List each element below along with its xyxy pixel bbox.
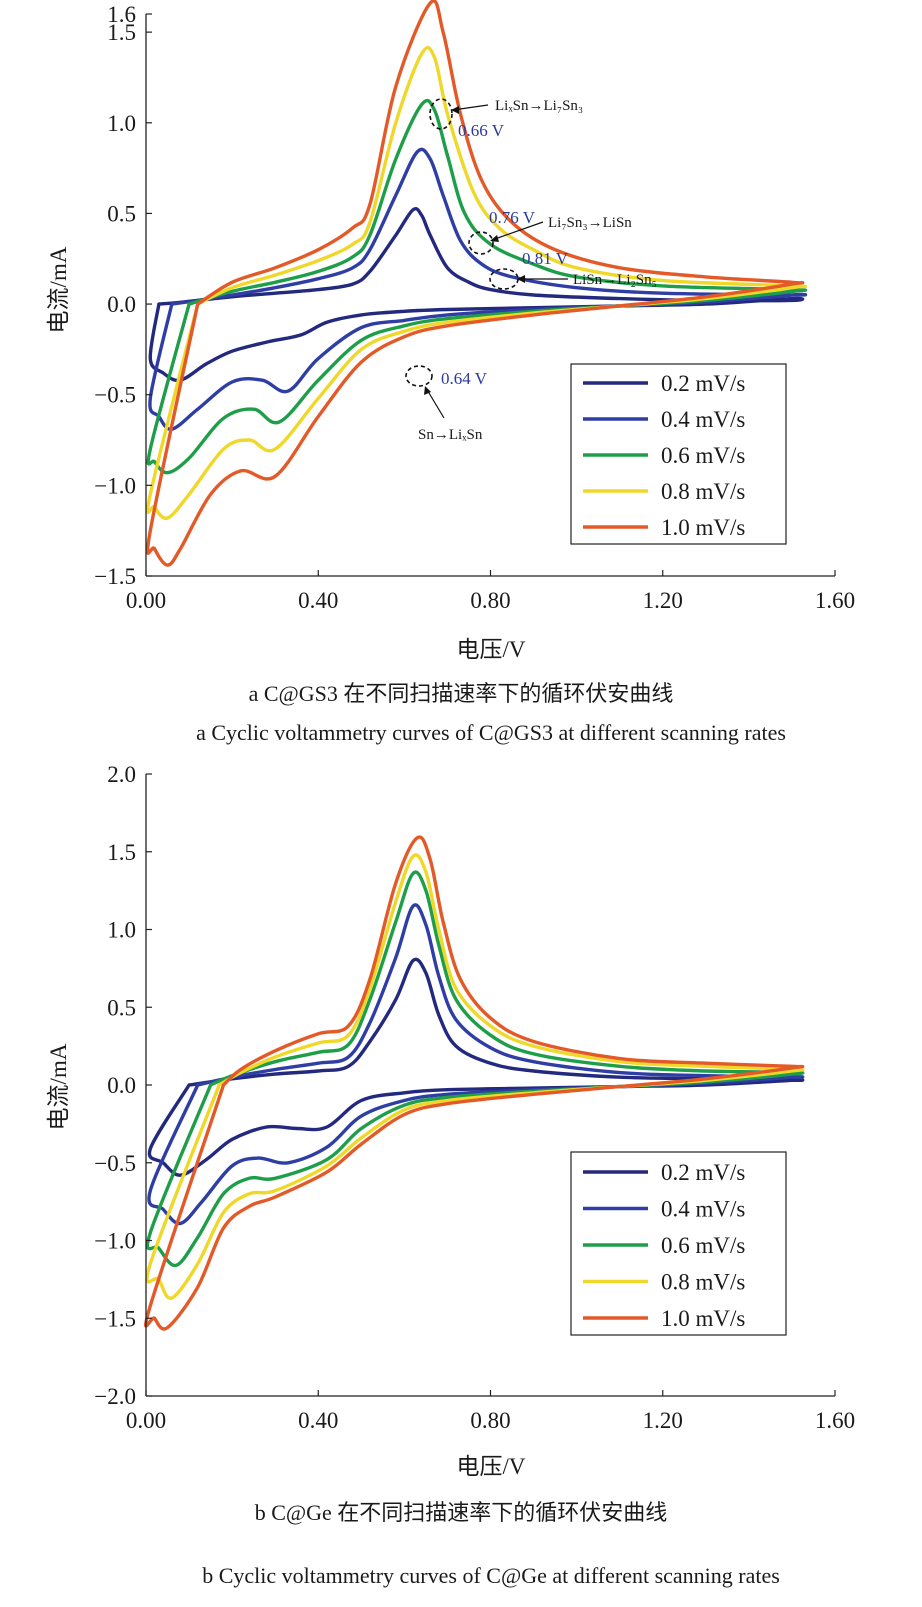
chart-a-y-tick-label: 1.5 <box>107 20 136 45</box>
chart-b-x-tick-label: 1.60 <box>815 1408 855 1433</box>
chart-b-curves <box>143 835 805 1331</box>
annotation-value-0-81: 0.81 V <box>522 249 569 268</box>
chart-b-y-axis-title: 电流/mA <box>46 1043 71 1130</box>
chart-b-y-tick-label: 1.0 <box>107 918 136 943</box>
chart-b-series-0-4-mv-s <box>147 903 805 1226</box>
chart-a-y-tick-label: 1.6 <box>107 2 136 27</box>
chart-b-legend-label: 0.4 mV/s <box>661 1197 745 1222</box>
chart-b-y-tick-label: −1.5 <box>94 1306 136 1331</box>
chart-b-legend: 0.2 mV/s 0.4 mV/s 0.6 mV/s 0.8 mV/s 1.0 mV/s <box>570 1151 787 1336</box>
chart-b-x-axis-title: 电压/V <box>457 1454 526 1479</box>
chart-b-y-tick-label: −0.5 <box>94 1151 136 1176</box>
annotation-label-li7sn3-lisn: Li₇Sn₃→LiSn <box>548 215 632 231</box>
chart-b-legend-label: 0.6 mV/s <box>661 1233 745 1258</box>
chart-b-caption-cn: b C@Ge 在不同扫描速率下的循环伏安曲线 <box>255 1500 668 1525</box>
chart-a-y-axis-title: 电流/mA <box>46 246 71 333</box>
chart-a-y-tick-label: −1.5 <box>94 564 136 589</box>
chart-a-x-tick-label: 0.80 <box>470 588 510 613</box>
chart-a-x-tick-label: 1.60 <box>815 588 855 613</box>
annotation-arrowhead-0-81 <box>517 275 525 283</box>
chart-b-series-0-6-mv-s <box>145 870 805 1268</box>
annotation-arrowhead-0-66 <box>451 106 459 114</box>
chart-b-y-tick-label: 0.0 <box>107 1073 136 1098</box>
chart-b-x-tick-label: 0.40 <box>298 1408 338 1433</box>
chart-a-legend-label: 0.8 mV/s <box>661 479 745 504</box>
annotation-circle-0-76 <box>468 231 494 255</box>
annotation-label-sn-lixsn: Sn→LiₓSn <box>418 427 483 443</box>
chart-a-x-tick-label: 0.00 <box>126 588 166 613</box>
chart-b-y-tick-label: −2.0 <box>94 1384 136 1409</box>
chart-b-y-tick-label: 1.5 <box>107 840 136 865</box>
chart-a-x-tick-label: 1.20 <box>643 588 683 613</box>
chart-b-x-tick-label: 1.20 <box>643 1408 683 1433</box>
chart-a-series-0-4-mv-s <box>148 147 808 431</box>
chart-b: 0.00 0.40 0.80 1.20 1.60 2.0 1.5 1.0 0.5 0.0 −0.5 −… <box>46 762 855 1588</box>
chart-a-y-tick-label: 0.5 <box>107 201 136 226</box>
chart-b-legend-label: 1.0 mV/s <box>661 1306 745 1331</box>
chart-a-curves <box>145 0 808 567</box>
chart-a-x-axis-title: 电压/V <box>457 637 526 662</box>
annotation-value-0-66: 0.66 V <box>458 121 505 140</box>
chart-a-x-tick-label: 0.40 <box>298 588 338 613</box>
annotation-circle-0-64 <box>405 365 433 387</box>
chart-a-legend-label: 0.6 mV/s <box>661 443 745 468</box>
chart-b-y-tick-label: −1.0 <box>94 1229 136 1254</box>
chart-a-caption-cn: a C@GS3 在不同扫描速率下的循环伏安曲线 <box>249 681 674 706</box>
chart-b-series-0-8-mv-s <box>145 853 805 1300</box>
chart-b-y-tick-label: 0.5 <box>107 995 136 1020</box>
annotation-value-0-76: 0.76 V <box>489 208 536 227</box>
chart-a-series-1-0-mv-s <box>145 0 805 567</box>
chart-a-legend-label: 0.4 mV/s <box>661 407 745 432</box>
chart-a-legend: 0.2 mV/s 0.4 mV/s 0.6 mV/s 0.8 mV/s 1.0 mV/s <box>570 363 787 545</box>
chart-a-y-tick-label: −1.0 <box>94 473 136 498</box>
annotation-circle-0-66 <box>429 98 453 130</box>
annotation-arrowhead-0-76 <box>490 235 499 242</box>
chart-b-legend-label: 0.8 mV/s <box>661 1270 745 1295</box>
chart-b-caption-en: b Cyclic voltammetry curves of C@Ge at d… <box>202 1563 780 1588</box>
chart-b-x-tick-label: 0.00 <box>126 1408 166 1433</box>
chart-a-legend-label: 0.2 mV/s <box>661 371 745 396</box>
chart-a-y-tick-label: 1.0 <box>107 111 136 136</box>
annotation-label-lixsn-li7sn3: LiₓSn→Li₇Sn₃ <box>495 98 583 114</box>
chart-a-annotations: LiₓSn→Li₇Sn₃ 0.66 V 0.76 V Li₇Sn₃→LiSn 0… <box>405 98 657 443</box>
chart-b-x-tick-label: 0.80 <box>470 1408 510 1433</box>
chart-a-series-0-2-mv-s <box>148 206 805 383</box>
chart-a-legend-label: 1.0 mV/s <box>661 515 745 540</box>
chart-a: 0.00 0.40 0.80 1.20 1.60 1.61.5 1.0 0.5 0.0 −0.5 −… <box>46 0 855 745</box>
chart-a-ticks: 0.00 0.40 0.80 1.20 1.60 1.61.5 1.0 0.5 0.0 −0.5 −… <box>94 2 855 613</box>
chart-b-series-0-2-mv-s <box>147 957 805 1177</box>
annotation-label-lisn-li2sn5: LiSn→Li₂Sn₅ <box>573 272 657 288</box>
annotation-arrow-0-64 <box>425 387 445 419</box>
annotation-arrow-0-76 <box>491 221 544 241</box>
chart-a-series-0-6-mv-s <box>146 98 808 475</box>
annotation-value-0-64: 0.64 V <box>441 369 488 388</box>
chart-b-series-1-0-mv-s <box>143 835 805 1331</box>
annotation-arrowhead-0-64 <box>424 386 431 395</box>
chart-a-caption-en: a Cyclic voltammetry curves of C@GS3 at … <box>196 720 786 745</box>
chart-a-y-tick-label: −0.5 <box>94 383 136 408</box>
chart-a-y-tick-label: 0.0 <box>107 292 136 317</box>
chart-b-y-tick-label: 2.0 <box>107 762 136 787</box>
chart-b-ticks: 0.00 0.40 0.80 1.20 1.60 2.0 1.5 1.0 0.5 0.0 −0.5 −… <box>94 762 855 1433</box>
chart-a-series-0-8-mv-s <box>145 45 808 520</box>
chart-b-legend-label: 0.2 mV/s <box>661 1160 745 1185</box>
